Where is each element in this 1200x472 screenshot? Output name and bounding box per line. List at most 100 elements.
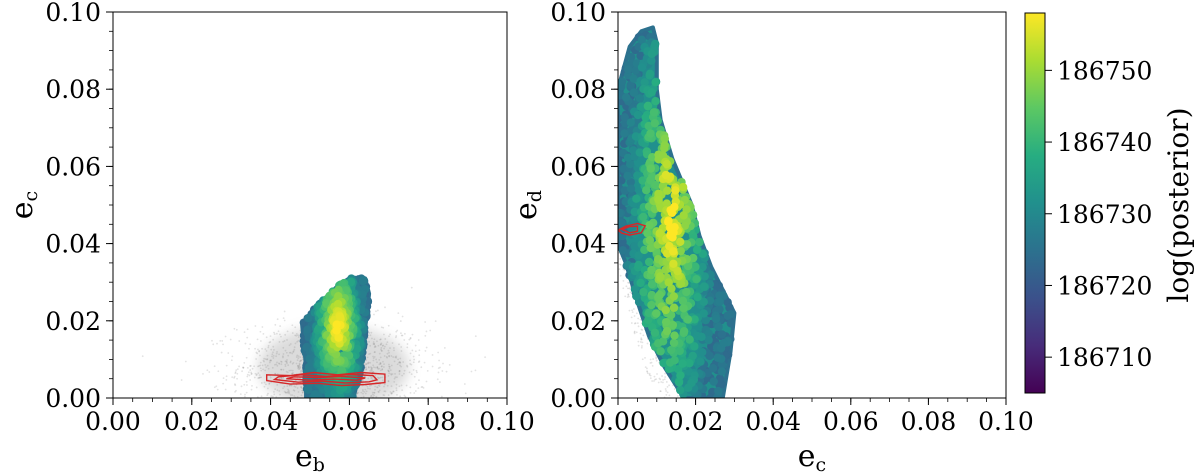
left-sample-point bbox=[442, 362, 444, 365]
left-sample-point bbox=[283, 310, 286, 313]
left-sample-point bbox=[249, 365, 251, 367]
left-sample-point bbox=[243, 331, 246, 334]
right-posterior-point bbox=[647, 56, 656, 65]
left-sample-point bbox=[367, 366, 370, 369]
left-sample-point bbox=[388, 351, 390, 354]
right-posterior-point bbox=[658, 151, 668, 160]
right-sample-point bbox=[665, 393, 668, 396]
left-sample-point bbox=[371, 337, 373, 340]
right-sample-point bbox=[628, 309, 631, 312]
right-sample-point bbox=[641, 345, 643, 347]
left-sample-point bbox=[377, 384, 380, 387]
colorbar-tick-label: 186750 bbox=[1057, 56, 1152, 85]
left-sample-point bbox=[260, 369, 263, 372]
right-sample-point bbox=[668, 384, 671, 387]
left-sample-point bbox=[266, 358, 268, 361]
right-posterior-point bbox=[643, 101, 653, 110]
left-sample-point bbox=[399, 364, 402, 367]
left-sample-point bbox=[285, 361, 288, 364]
left-sample-point bbox=[258, 350, 261, 353]
left-sample-point bbox=[280, 360, 283, 363]
right-posterior-point bbox=[726, 319, 736, 328]
right-contours bbox=[618, 222, 647, 236]
left-sample-point bbox=[370, 366, 372, 369]
colorbar-tick-label: 186740 bbox=[1057, 128, 1152, 157]
left-sample-point bbox=[287, 391, 290, 394]
right-posterior-point bbox=[644, 257, 654, 267]
left-sample-point bbox=[425, 346, 428, 349]
right-sample-point bbox=[676, 395, 679, 397]
left-posterior-point bbox=[358, 276, 368, 286]
left-sample-point bbox=[390, 372, 392, 375]
left-sample-point bbox=[298, 368, 301, 371]
right-posterior-point bbox=[669, 292, 678, 301]
left-sample-point bbox=[289, 343, 292, 345]
left-sample-point bbox=[399, 357, 402, 360]
left-sample-point bbox=[234, 371, 237, 373]
left-sample-point bbox=[438, 359, 440, 362]
left-sample-point bbox=[412, 361, 415, 364]
right-posterior-point bbox=[725, 303, 734, 312]
right-sample-point bbox=[664, 376, 667, 378]
right-sample-point bbox=[655, 378, 658, 381]
left-sample-point bbox=[365, 368, 367, 371]
left-sample-point bbox=[240, 385, 243, 388]
left-sample-point bbox=[362, 395, 365, 398]
left-sample-point bbox=[284, 333, 287, 336]
right-ytick-label: 0.08 bbox=[550, 75, 606, 104]
right-posterior-point bbox=[656, 272, 665, 281]
right-sample-point bbox=[646, 370, 648, 373]
left-sample-point bbox=[180, 379, 183, 381]
left-sample-point bbox=[257, 372, 260, 375]
left-sample-point bbox=[371, 369, 373, 371]
right-sample-point bbox=[649, 377, 652, 380]
right-posterior-point bbox=[664, 278, 673, 287]
right-posterior-point bbox=[618, 208, 624, 218]
left-sample-point bbox=[379, 362, 382, 364]
left-sample-point bbox=[384, 338, 387, 340]
left-sample-point bbox=[376, 366, 379, 369]
left-sample-point bbox=[246, 384, 248, 386]
left-sample-point bbox=[409, 352, 412, 355]
left-sample-point bbox=[398, 373, 401, 375]
left-posterior-point bbox=[346, 278, 356, 287]
right-sample-point bbox=[644, 357, 646, 359]
left-sample-point bbox=[296, 365, 299, 367]
right-sample-point bbox=[630, 322, 633, 324]
right-posterior-point bbox=[623, 171, 632, 181]
right-posterior-point bbox=[667, 345, 676, 355]
left-xtick-label: 0.10 bbox=[479, 407, 535, 436]
left-sample-point bbox=[278, 353, 280, 356]
right-posterior-point bbox=[719, 339, 729, 348]
left-sample-point bbox=[379, 338, 382, 341]
left-sample-point bbox=[363, 390, 366, 393]
left-sample-point bbox=[373, 343, 375, 345]
left-sample-point bbox=[253, 365, 256, 368]
right-sample-point bbox=[668, 394, 671, 397]
right-sample-point bbox=[633, 331, 636, 334]
left-sample-point bbox=[254, 347, 256, 350]
right-sample-point bbox=[622, 287, 625, 290]
right-posterior-point bbox=[647, 300, 656, 310]
left-sample-point bbox=[386, 352, 389, 355]
left-sample-point bbox=[378, 367, 381, 370]
left-sample-point bbox=[424, 321, 427, 323]
left-sample-point bbox=[369, 370, 371, 372]
right-posterior-point bbox=[626, 177, 635, 187]
left-sample-point bbox=[275, 355, 277, 358]
right-sample-point bbox=[653, 380, 655, 382]
right-sample-point bbox=[619, 263, 621, 266]
left-sample-point bbox=[378, 389, 381, 392]
left-sample-point bbox=[301, 391, 304, 394]
right-contour-line bbox=[620, 225, 639, 234]
left-sample-point bbox=[288, 391, 291, 393]
left-sample-point bbox=[249, 364, 252, 367]
left-sample-point bbox=[376, 309, 379, 312]
right-posterior-point bbox=[674, 378, 684, 387]
left-sample-point bbox=[278, 362, 281, 365]
left-sample-point bbox=[369, 361, 372, 364]
left-sample-point bbox=[417, 387, 420, 390]
left-sample-point bbox=[382, 360, 384, 363]
left-sample-point bbox=[286, 391, 288, 394]
left-sample-point bbox=[381, 368, 384, 371]
